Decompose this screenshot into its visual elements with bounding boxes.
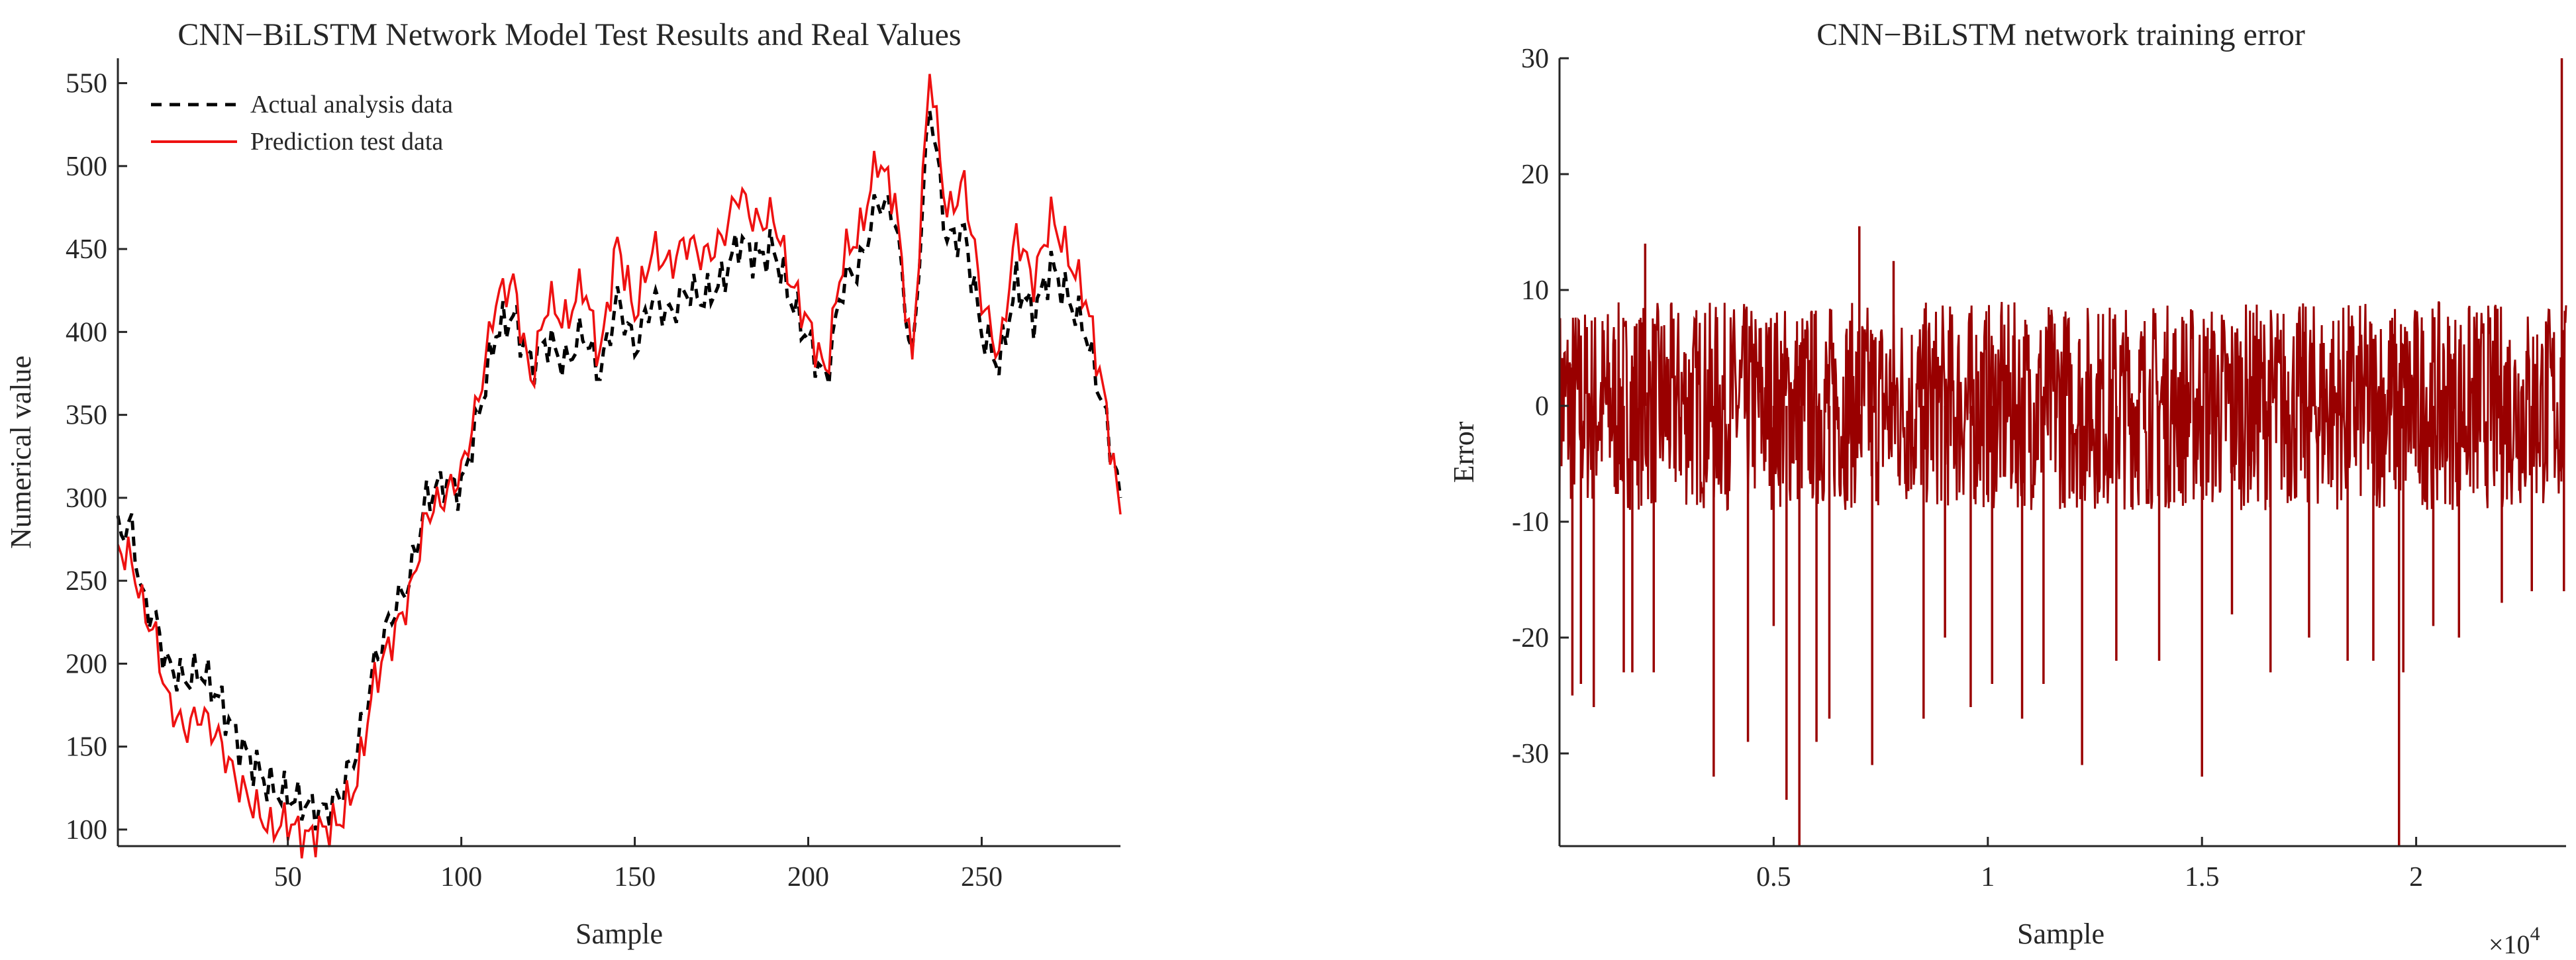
chart-test-results: CNN−BiLSTM Network Model Test Results an… [5,17,1122,950]
chart1-xtick-label: 200 [787,862,829,892]
chart1-ytick-label: 100 [66,815,107,845]
chart2-ytick-label: -20 [1512,623,1549,653]
chart2-ytick-label: -30 [1512,739,1549,769]
chart2-y-axis-label: Error [1448,421,1480,483]
chart2-ytick-label: 0 [1535,391,1549,422]
chart1-ytick-label: 550 [66,69,107,99]
chart2-xtick-label: 1.5 [2185,862,2220,892]
chart2-ytick-label: -10 [1512,507,1549,538]
chart2-ytick-label: 20 [1521,160,1549,190]
chart2-y-ticks: -30 -20 -10 0 10 20 30 [1512,44,1569,769]
chart1-legend: Actual analysis data Prediction test dat… [151,91,453,156]
chart1-ytick-label: 250 [66,566,107,597]
chart1-xtick-label: 250 [961,862,1003,892]
chart1-series-prediction [117,73,1122,859]
chart2-x-ticks: 0.5 1 1.5 2 [1756,837,2423,892]
chart1-series-group [116,73,1122,859]
chart2-x-axis-label: Sample [2017,918,2105,950]
chart2-xtick-label: 2 [2409,862,2423,892]
chart1-ytick-label: 150 [66,732,107,763]
chart1-y-ticks: 100 150 200 250 300 350 400 450 500 550 [66,69,127,845]
chart-training-error: CNN−BiLSTM network training error -30 -20… [1448,17,2567,959]
chart2-title: CNN−BiLSTM network training error [1816,17,2305,52]
chart1-ytick-label: 400 [66,317,107,348]
chart1-x-axis-label: Sample [575,918,663,950]
chart2-ytick-label: 30 [1521,44,1549,74]
chart2-xtick-label: 0.5 [1756,862,1791,892]
chart1-xtick-label: 150 [614,862,656,892]
chart1-xtick-label: 100 [440,862,482,892]
legend-prediction-label: Prediction test data [250,128,443,156]
chart1-ytick-label: 200 [66,649,107,679]
chart2-x-exponent-base: ×10 [2489,930,2530,959]
chart2-error-band [1558,301,2567,511]
chart2-x-exponent-power: 4 [2530,923,2540,945]
chart1-xtick-label: 50 [274,862,302,892]
chart1-ytick-label: 500 [66,152,107,182]
chart2-ytick-label: 10 [1521,275,1549,306]
chart1-ytick-label: 300 [66,483,107,514]
chart1-title: CNN−BiLSTM Network Model Test Results an… [177,17,961,52]
chart1-ytick-label: 450 [66,234,107,265]
chart1-ytick-label: 350 [66,401,107,431]
chart1-x-ticks: 50 100 150 200 250 [274,837,1003,892]
chart2-xtick-label: 1 [1981,862,1995,892]
chart2-x-exponent: ×104 [2489,923,2540,959]
chart1-y-axis-label: Numerical value [5,356,37,549]
legend-actual-label: Actual analysis data [250,91,453,119]
chart2-series-group [1558,58,2567,846]
chart1-series-actual [116,110,1122,831]
